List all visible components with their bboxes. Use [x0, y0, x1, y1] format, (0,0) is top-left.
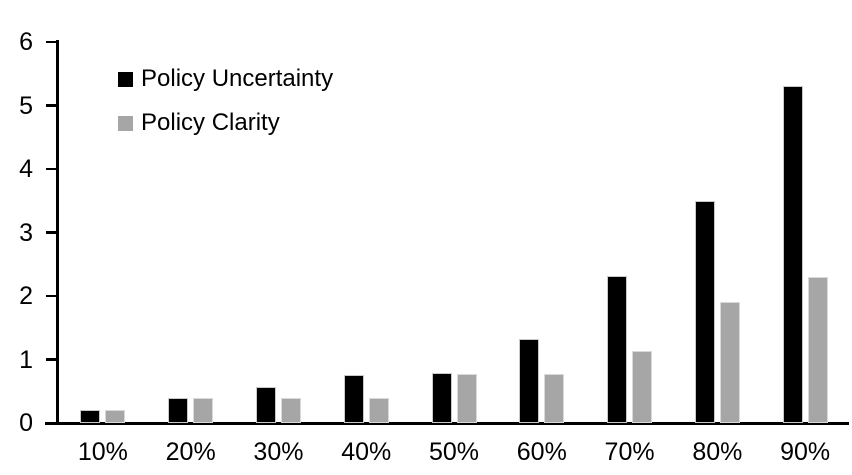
x-axis-label-30%: 30%	[253, 438, 304, 466]
bar-group-70%	[586, 42, 674, 423]
y-tick-label-0: 0	[19, 409, 33, 437]
y-tick-3	[46, 231, 57, 234]
bar-policy-uncertainty-60%	[519, 338, 540, 423]
bar-group-40%	[322, 42, 410, 423]
bar-policy-uncertainty-30%	[255, 386, 276, 423]
x-axis-label-10%: 10%	[77, 438, 128, 466]
plot-area	[59, 42, 849, 423]
y-tick-label-6: 6	[19, 28, 33, 56]
bar-policy-clarity-60%	[544, 374, 565, 423]
y-axis-line	[56, 40, 59, 424]
bar-group-90%	[761, 42, 849, 423]
legend-label-policy-uncertainty: Policy Uncertainty	[141, 65, 334, 92]
bar-policy-clarity-40%	[368, 397, 389, 423]
x-axis-label-40%: 40%	[341, 438, 392, 466]
y-tick-1	[46, 358, 57, 361]
bar-group-20%	[147, 42, 235, 423]
bar-group-50%	[410, 42, 498, 423]
y-tick-5	[46, 104, 57, 107]
y-tick-label-5: 5	[19, 91, 33, 120]
y-tick-label-1: 1	[19, 345, 33, 374]
bar-policy-uncertainty-40%	[343, 374, 364, 423]
bar-policy-clarity-70%	[632, 350, 653, 423]
y-tick-4	[46, 167, 57, 171]
y-tick-label-4: 4	[19, 155, 33, 183]
x-axis-label-60%: 60%	[516, 438, 567, 466]
x-axis-line	[45, 422, 849, 425]
legend-item-policy-clarity: Policy Clarity	[118, 108, 333, 138]
legend-label-policy-clarity: Policy Clarity	[141, 109, 280, 136]
y-tick-2	[46, 294, 57, 298]
bar-policy-clarity-30%	[280, 398, 301, 423]
legend-swatch-policy-clarity	[118, 115, 133, 131]
y-tick-6	[46, 40, 57, 44]
y-tick-label-3: 3	[19, 218, 33, 247]
bar-policy-clarity-20%	[193, 398, 214, 423]
legend: Policy Uncertainty Policy Clarity	[118, 64, 333, 152]
x-axis-labels: 10% 20% 30% 40% 50% 60% 70% 80% 90%	[59, 439, 849, 465]
bar-policy-uncertainty-10%	[80, 410, 101, 423]
y-tick-label-2: 2	[19, 282, 33, 310]
x-axis-label-50%: 50%	[428, 438, 480, 466]
legend-swatch-policy-uncertainty	[118, 71, 133, 87]
bar-policy-clarity-90%	[807, 276, 828, 423]
legend-item-policy-uncertainty: Policy Uncertainty	[118, 64, 333, 94]
x-axis-label-80%: 80%	[692, 438, 743, 466]
bar-policy-uncertainty-20%	[168, 397, 189, 423]
bar-policy-uncertainty-70%	[607, 275, 628, 423]
bar-policy-uncertainty-80%	[694, 200, 715, 423]
bar-group-10%	[59, 42, 147, 423]
bar-policy-clarity-80%	[719, 302, 740, 423]
bar-group-80%	[673, 42, 761, 423]
x-axis-label-20%: 20%	[165, 438, 216, 466]
bar-group-60%	[498, 42, 586, 423]
y-tick-0	[46, 421, 57, 425]
x-axis-label-70%: 70%	[604, 438, 655, 466]
x-axis-label-90%: 90%	[780, 438, 831, 466]
bar-policy-uncertainty-50%	[431, 373, 452, 423]
bar-group-30%	[235, 42, 323, 423]
bar-policy-clarity-50%	[456, 374, 477, 423]
bar-policy-uncertainty-90%	[782, 86, 803, 423]
bar-policy-clarity-10%	[105, 410, 126, 423]
